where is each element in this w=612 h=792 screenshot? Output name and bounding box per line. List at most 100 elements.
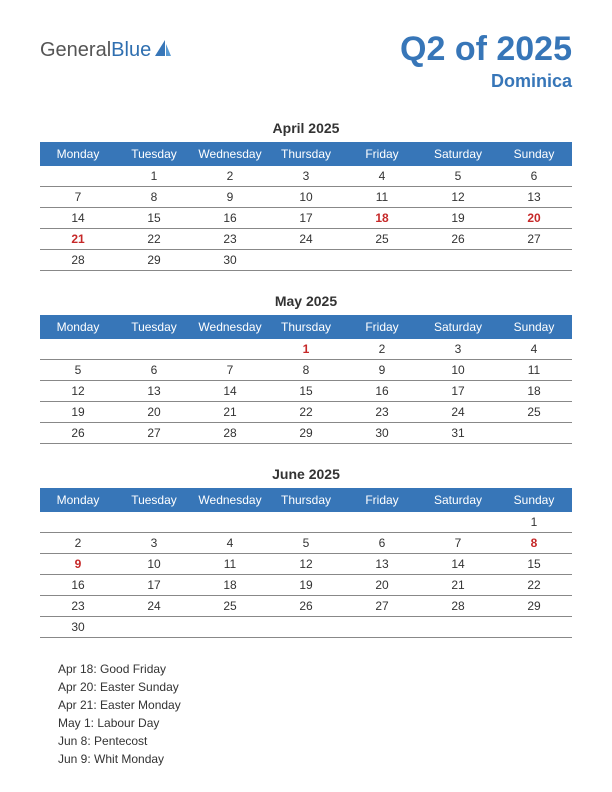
- calendar-cell: 9: [344, 360, 420, 381]
- weekday-header: Thursday: [268, 142, 344, 166]
- holiday-entry: Apr 18: Good Friday: [58, 660, 572, 678]
- calendar-cell: [344, 250, 420, 271]
- calendar-cell: 5: [40, 360, 116, 381]
- weekday-header: Tuesday: [116, 142, 192, 166]
- calendar-cell: 26: [40, 423, 116, 444]
- calendar-cell: 23: [192, 229, 268, 250]
- calendar-row: 14151617181920: [40, 208, 572, 229]
- calendar-row: 9101112131415: [40, 554, 572, 575]
- calendar-row: 262728293031: [40, 423, 572, 444]
- weekday-header: Monday: [40, 315, 116, 339]
- weekday-header: Wednesday: [192, 488, 268, 512]
- calendar-cell: [344, 512, 420, 533]
- calendar-cell: 26: [420, 229, 496, 250]
- calendars-container: April 2025MondayTuesdayWednesdayThursday…: [40, 120, 572, 638]
- calendar-cell: 6: [116, 360, 192, 381]
- calendar-row: 1234: [40, 339, 572, 360]
- calendar-row: 282930: [40, 250, 572, 271]
- calendar-cell: 13: [496, 187, 572, 208]
- logo-text-blue: Blue: [111, 39, 151, 62]
- calendar-table: MondayTuesdayWednesdayThursdayFridaySatu…: [40, 315, 572, 444]
- calendar-cell: 11: [192, 554, 268, 575]
- calendar-cell: [40, 166, 116, 187]
- calendar-cell: 29: [268, 423, 344, 444]
- logo-text-general: General: [40, 39, 111, 62]
- calendar-cell: 2: [40, 533, 116, 554]
- calendar-cell: 7: [420, 533, 496, 554]
- calendar-cell: [40, 512, 116, 533]
- holiday-entry: Jun 8: Pentecost: [58, 732, 572, 750]
- calendar-cell: 15: [116, 208, 192, 229]
- calendar-row: 23242526272829: [40, 596, 572, 617]
- calendar-cell: [496, 423, 572, 444]
- calendar-cell: 1: [268, 339, 344, 360]
- calendar-cell: 19: [420, 208, 496, 229]
- calendar-cell: [496, 250, 572, 271]
- calendar-cell: 22: [116, 229, 192, 250]
- calendar-cell: 14: [40, 208, 116, 229]
- sail-icon: [153, 38, 173, 63]
- month-block: May 2025MondayTuesdayWednesdayThursdayFr…: [40, 293, 572, 444]
- calendar-row: 2345678: [40, 533, 572, 554]
- calendar-cell: 27: [344, 596, 420, 617]
- calendar-cell: 29: [116, 250, 192, 271]
- holiday-entry: Apr 20: Easter Sunday: [58, 678, 572, 696]
- calendar-cell: 12: [268, 554, 344, 575]
- calendar-cell: [192, 339, 268, 360]
- calendar-cell: 3: [268, 166, 344, 187]
- calendar-cell: 24: [268, 229, 344, 250]
- calendar-row: 16171819202122: [40, 575, 572, 596]
- calendar-cell: 17: [268, 208, 344, 229]
- month-block: June 2025MondayTuesdayWednesdayThursdayF…: [40, 466, 572, 638]
- calendar-cell: 30: [192, 250, 268, 271]
- calendar-cell: 3: [116, 533, 192, 554]
- calendar-cell: 30: [344, 423, 420, 444]
- page-title: Q2 of 2025: [400, 30, 572, 69]
- weekday-header: Tuesday: [116, 315, 192, 339]
- calendar-cell: 21: [420, 575, 496, 596]
- calendar-cell: 13: [344, 554, 420, 575]
- calendar-cell: 25: [344, 229, 420, 250]
- calendar-cell: 9: [192, 187, 268, 208]
- calendar-cell: 28: [420, 596, 496, 617]
- calendar-cell: 21: [40, 229, 116, 250]
- calendar-cell: 18: [344, 208, 420, 229]
- calendar-cell: 11: [496, 360, 572, 381]
- calendar-cell: 18: [192, 575, 268, 596]
- calendar-cell: 18: [496, 381, 572, 402]
- calendar-cell: [268, 250, 344, 271]
- calendar-cell: 17: [116, 575, 192, 596]
- weekday-header: Tuesday: [116, 488, 192, 512]
- calendar-cell: 25: [192, 596, 268, 617]
- calendar-cell: [420, 617, 496, 638]
- weekday-header: Saturday: [420, 315, 496, 339]
- weekday-header: Sunday: [496, 315, 572, 339]
- calendar-cell: 8: [116, 187, 192, 208]
- month-title: April 2025: [40, 120, 572, 136]
- calendar-row: 21222324252627: [40, 229, 572, 250]
- holiday-list: Apr 18: Good FridayApr 20: Easter Sunday…: [40, 660, 572, 768]
- weekday-header: Sunday: [496, 488, 572, 512]
- calendar-cell: 13: [116, 381, 192, 402]
- calendar-cell: [268, 617, 344, 638]
- weekday-header: Sunday: [496, 142, 572, 166]
- calendar-cell: 5: [268, 533, 344, 554]
- calendar-cell: 7: [192, 360, 268, 381]
- calendar-cell: 6: [344, 533, 420, 554]
- calendar-cell: 28: [40, 250, 116, 271]
- calendar-cell: 24: [116, 596, 192, 617]
- calendar-cell: 16: [344, 381, 420, 402]
- calendar-cell: [344, 617, 420, 638]
- calendar-row: 567891011: [40, 360, 572, 381]
- calendar-cell: 22: [268, 402, 344, 423]
- calendar-cell: 16: [192, 208, 268, 229]
- calendar-cell: 15: [496, 554, 572, 575]
- weekday-header: Monday: [40, 488, 116, 512]
- calendar-cell: [268, 512, 344, 533]
- calendar-cell: 2: [192, 166, 268, 187]
- month-block: April 2025 MondayTuesdayWednesdayThursday…: [40, 120, 572, 271]
- calendar-row: 78910111213: [40, 187, 572, 208]
- calendar-row: 123456: [40, 166, 572, 187]
- calendar-row: 19202122232425: [40, 402, 572, 423]
- calendar-table: MondayTuesdayWednesdayThursdayFridaySatu…: [40, 142, 572, 271]
